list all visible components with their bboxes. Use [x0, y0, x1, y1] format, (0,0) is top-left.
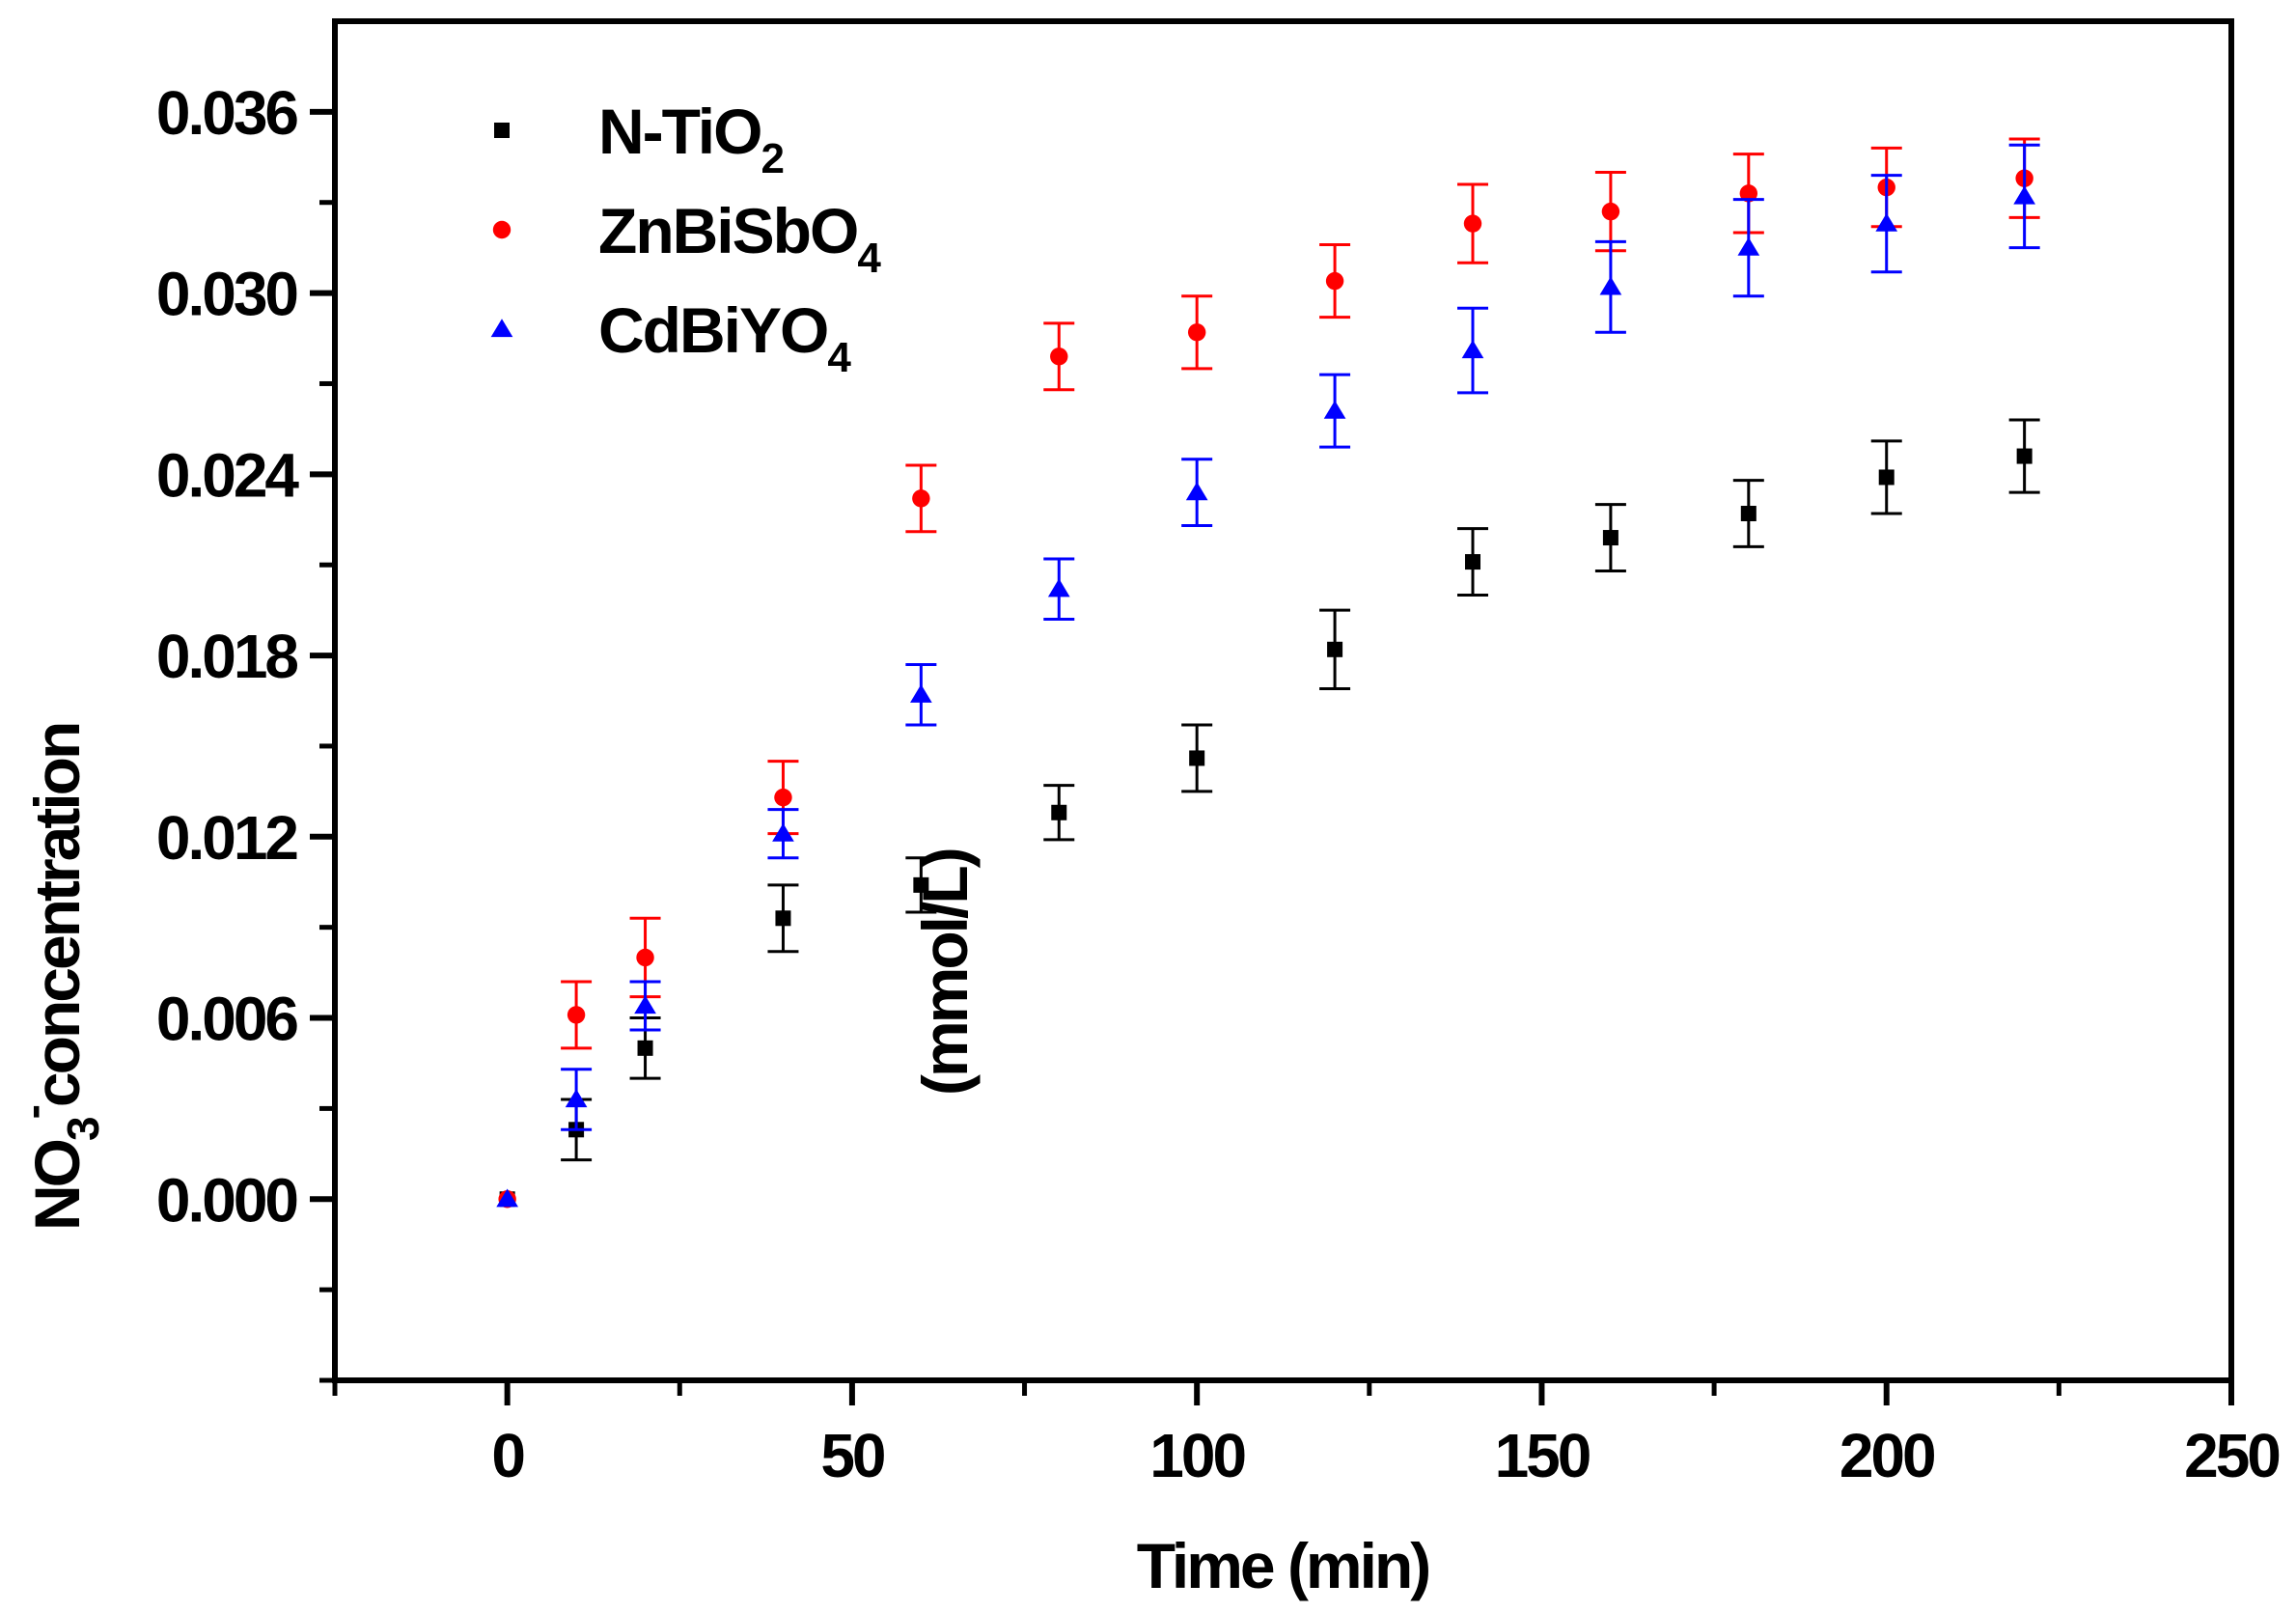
- legend-label-main: N-TiO: [598, 96, 761, 167]
- legend-item: ZnBiSbO4: [492, 195, 883, 282]
- x-tick-label: 50: [820, 1421, 884, 1490]
- x-axis-title: Time (min): [1137, 1530, 1429, 1601]
- y-axis-title-sup: -: [8, 1105, 58, 1119]
- legend-item: CdBiYO4: [490, 294, 853, 381]
- y-axis-title-sub: 3: [58, 1118, 108, 1141]
- data-point: [1189, 750, 1205, 766]
- axis-ticks: [310, 108, 2234, 1405]
- legend-marker: [494, 123, 510, 138]
- legend-label-sub: 4: [827, 334, 851, 381]
- data-point: [912, 489, 930, 508]
- data-point: [772, 822, 794, 842]
- series-square: [499, 418, 2040, 1208]
- legend-marker: [492, 220, 512, 239]
- data-point: [1047, 578, 1070, 598]
- y-axis-title: NO3-concentration: [8, 724, 108, 1231]
- data-point: [1325, 271, 1344, 291]
- svg-text:(mmol/L): (mmol/L): [909, 849, 981, 1096]
- data-point: [1602, 530, 1618, 546]
- series-triangle: [496, 143, 2040, 1208]
- data-point: [1601, 202, 1620, 221]
- svg-text:NO3-concentration: NO3-concentration: [8, 724, 108, 1231]
- data-point: [1185, 482, 1208, 501]
- x-tick-label: 250: [2184, 1421, 2279, 1490]
- data-point: [634, 995, 656, 1014]
- legend-label-main: ZnBiSbO: [598, 195, 857, 266]
- y-tick-label: 0.030: [156, 260, 297, 329]
- y-tick-label: 0.012: [156, 803, 298, 873]
- y-tick-label: 0.024: [156, 440, 300, 510]
- data-point: [774, 788, 792, 807]
- y-axis-title-rest: concentration: [21, 724, 93, 1107]
- data-point: [1463, 214, 1482, 233]
- data-point: [1599, 276, 1622, 295]
- data-point: [910, 683, 932, 703]
- data-point: [2016, 448, 2033, 464]
- plot-frame: [332, 18, 2234, 1383]
- legend-label-sub: 2: [761, 135, 783, 182]
- data-point: [565, 1089, 588, 1108]
- data-point: [1050, 347, 1068, 366]
- data-point: [1740, 506, 1757, 522]
- y-tick-label: 0.006: [156, 985, 298, 1054]
- legend-label: CdBiYO4: [598, 294, 851, 381]
- x-tick-label: 100: [1149, 1421, 1244, 1490]
- legend-marker: [490, 319, 513, 338]
- y-tick-label: 0.018: [156, 622, 298, 691]
- data-point: [913, 876, 929, 893]
- legend-label-main: CdBiYO: [598, 294, 827, 366]
- data-point: [637, 1040, 653, 1056]
- data-point: [2013, 185, 2035, 205]
- y-tick-label: 0.000: [156, 1165, 297, 1235]
- legend-label-sub: 4: [857, 235, 881, 282]
- data-point: [636, 948, 654, 967]
- legend-label: ZnBiSbO4: [598, 195, 881, 282]
- data-point: [1878, 469, 1895, 486]
- x-tick-label: 150: [1495, 1421, 1590, 1490]
- data-point: [1875, 212, 1898, 232]
- y-tick-label: 0.036: [156, 78, 298, 148]
- data-point: [1327, 641, 1343, 657]
- data-point: [567, 1006, 586, 1024]
- legend-item: N-TiO2: [494, 96, 785, 182]
- data-point: [496, 1188, 518, 1208]
- axis-tick-labels: 0 50 100 150 200 250 0.000 0.006 0.012 0.018 0.024…: [156, 78, 2282, 1490]
- data-point: [1187, 323, 1206, 342]
- y-axis-title-main: NO: [21, 1140, 93, 1231]
- data-point: [1323, 400, 1346, 419]
- data-point: [1461, 340, 1484, 359]
- data-point: [775, 910, 791, 927]
- x-tick-label: 0: [491, 1421, 523, 1490]
- y-axis-title-units: (mmol/L): [909, 849, 981, 1096]
- data-point: [1739, 184, 1758, 203]
- x-tick-label: 200: [1840, 1421, 1934, 1490]
- data-point: [1465, 554, 1480, 570]
- data-point: [1051, 804, 1067, 820]
- data-point: [1737, 236, 1760, 256]
- legend-label: N-TiO2: [598, 96, 783, 182]
- data-series: [496, 137, 2040, 1209]
